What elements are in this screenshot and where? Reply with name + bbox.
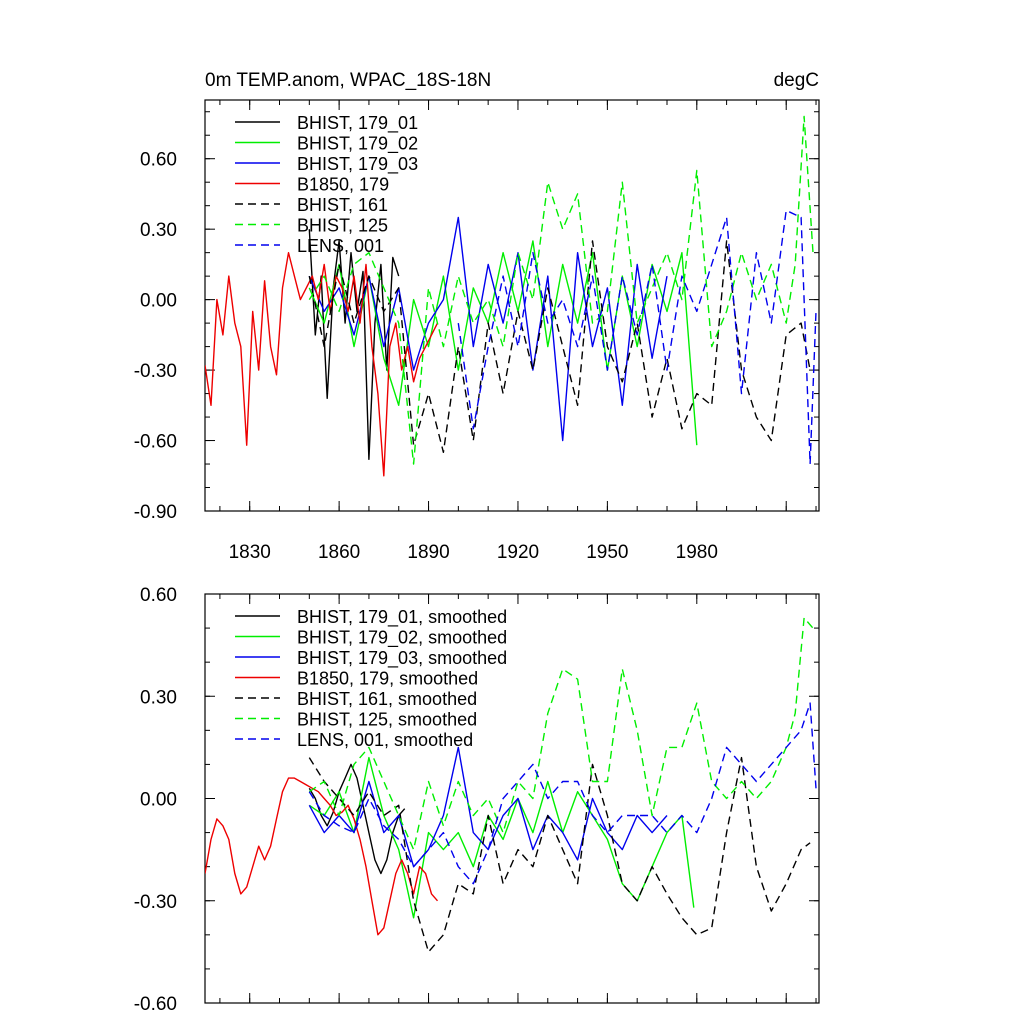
legend-label: LENS, 001, smoothed xyxy=(297,730,473,750)
x-tick-label: 1920 xyxy=(497,542,539,563)
legend-label: BHIST, 179_03 xyxy=(297,154,418,175)
series-line-bhist-125-smoothed xyxy=(308,617,814,851)
y-tick-label: -0.30 xyxy=(134,361,177,382)
y-tick-label: 0.30 xyxy=(140,687,177,708)
series-line-bhist-179-01-smoothed xyxy=(308,763,406,875)
series-line-b1850-179 xyxy=(205,251,439,477)
series-line-bhist-179-03-smoothed xyxy=(308,746,668,868)
y-tick-label: -0.30 xyxy=(134,892,177,913)
top-panel: 0m TEMP.anom, WPAC_18S-18N degC -0.90 -0.60… xyxy=(134,70,820,563)
chart-units: degC xyxy=(774,70,819,91)
legend-label: B1850, 179 xyxy=(297,175,389,195)
series-line-bhist-161-smoothed xyxy=(308,756,811,953)
plot-frame xyxy=(204,99,820,512)
series-line-b1850-179-smoothed xyxy=(205,777,439,936)
y-tick-label: 0.30 xyxy=(140,220,177,241)
legend-label: BHIST, 125, smoothed xyxy=(297,710,477,730)
y-tick-label: 0.60 xyxy=(140,585,177,606)
y-tick-label: 0.00 xyxy=(140,790,177,811)
chart-title: 0m TEMP.anom, WPAC_18S-18N xyxy=(205,70,491,91)
legend-label: BHIST, 179_02 xyxy=(297,134,418,155)
legend-label: BHIST, 161, smoothed xyxy=(297,689,477,709)
y-tick-label: -0.60 xyxy=(134,994,177,1015)
y-tick-label: -0.60 xyxy=(134,432,177,453)
x-tick-label: 1830 xyxy=(229,542,271,563)
series-line-lens-001-smoothed xyxy=(308,702,817,885)
series-group xyxy=(205,115,817,477)
series-line-bhist-179-02 xyxy=(308,240,698,446)
bottom-panel: -0.60 -0.30 0.00 0.30 0.60 BHIST, 179_01, smo… xyxy=(134,585,820,1015)
y-tick-label: -0.90 xyxy=(134,502,177,523)
series-group xyxy=(205,617,817,953)
x-tick-label: 1950 xyxy=(586,542,628,563)
x-tick-label: 1860 xyxy=(318,542,360,563)
y-tick-label: 0.60 xyxy=(140,150,177,171)
series-line-bhist-179-02-smoothed xyxy=(308,756,695,919)
legend-label: BHIST, 125 xyxy=(297,216,388,236)
x-tick-label: 1980 xyxy=(676,542,718,563)
legend-label: BHIST, 161 xyxy=(297,195,388,215)
legend-label: BHIST, 179_01, smoothed xyxy=(297,607,507,628)
series-line-bhist-179-01 xyxy=(308,229,400,460)
x-tick-label: 1890 xyxy=(407,542,449,563)
series-line-bhist-125 xyxy=(308,115,814,465)
legend-label: LENS, 001 xyxy=(297,236,384,256)
y-tick-label: 0.00 xyxy=(140,291,177,312)
legend-label: BHIST, 179_01 xyxy=(297,113,418,134)
series-line-lens-001 xyxy=(457,209,817,465)
legend-label: BHIST, 179_02, smoothed xyxy=(297,628,507,649)
legend-label: B1850, 179, smoothed xyxy=(297,669,478,689)
legend-label: BHIST, 179_03, smoothed xyxy=(297,648,507,669)
